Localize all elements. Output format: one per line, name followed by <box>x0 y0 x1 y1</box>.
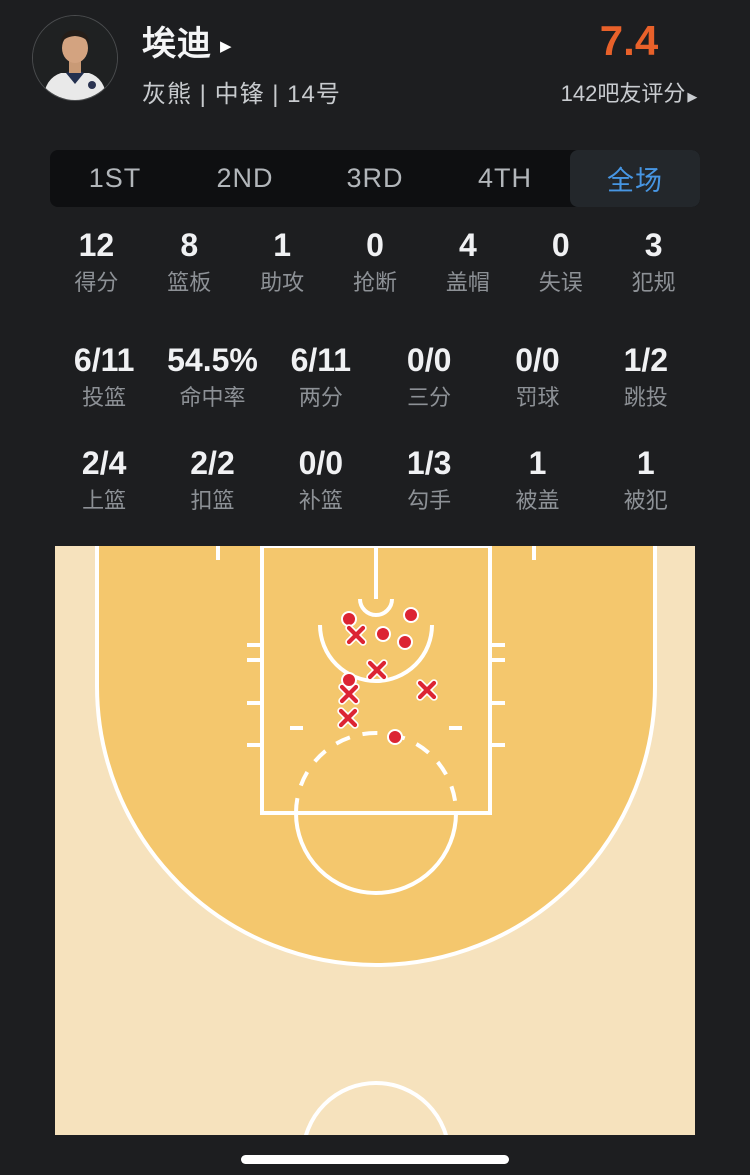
stat-label: 抢断 <box>353 270 398 295</box>
player-photo-icon <box>33 16 117 100</box>
stat-cell: 0 失误 <box>514 226 607 296</box>
stat-label: 投篮 <box>82 385 127 410</box>
shot-made-marker <box>387 729 403 745</box>
stat-label: 命中率 <box>179 385 246 410</box>
stat-cell: 1 被犯 <box>592 444 700 514</box>
stat-label: 上篮 <box>82 488 127 513</box>
stat-row-basic: 12 得分 8 篮板 1 助攻 0 抢断 4 盖帽 0 失误 3 犯规 <box>50 226 700 296</box>
stat-value: 0/0 <box>515 342 560 378</box>
stat-value: 8 <box>180 227 199 263</box>
stat-value: 1 <box>528 445 547 481</box>
stat-value: 1/2 <box>623 342 669 378</box>
stat-value: 0 <box>366 227 384 263</box>
stat-cell: 0/0 补篮 <box>267 444 375 514</box>
rating-sub: 142吧友评分 ▶ <box>544 76 714 108</box>
stat-value: 0/0 <box>298 445 344 481</box>
stat-label: 罚球 <box>515 385 560 410</box>
stat-cell: 1 被盖 <box>483 444 591 514</box>
period-tabs: 1ST 2ND 3RD 4TH 全场 <box>50 150 700 207</box>
stat-row-shot-types: 2/4 上篮 2/2 扣篮 0/0 补篮 1/3 勾手 1 被盖 1 被犯 <box>50 444 700 514</box>
stat-value: 2/4 <box>81 445 127 481</box>
stat-value: 0 <box>551 227 570 263</box>
rating-sub-text: 142吧友评分 <box>560 81 686 106</box>
stat-cell: 1 助攻 <box>236 226 329 296</box>
stat-label: 被盖 <box>515 488 560 513</box>
tab-1ST[interactable]: 1ST <box>88 163 142 193</box>
shot-missed-marker <box>338 683 360 705</box>
stat-value: 1 <box>273 227 292 263</box>
shot-missed-marker <box>337 707 359 729</box>
stat-cell: 12 得分 <box>50 226 143 296</box>
stat-cell: 54.5% 命中率 <box>158 341 266 411</box>
stat-label: 勾手 <box>407 488 452 513</box>
stat-label: 两分 <box>298 385 343 410</box>
shot-missed-marker <box>416 679 438 701</box>
stat-cell: 6/11 两分 <box>267 341 375 411</box>
stat-label: 扣篮 <box>190 488 235 513</box>
shot-made-marker <box>397 634 413 650</box>
tab-2ND[interactable]: 2ND <box>216 163 274 193</box>
rating-block[interactable]: 7.4 142吧友评分 ▶ <box>544 18 714 108</box>
stat-value: 0/0 <box>406 342 452 378</box>
stat-cell: 2/2 扣篮 <box>158 444 266 514</box>
tab-全场[interactable]: 全场 <box>570 150 700 207</box>
stat-cell: 1/3 勾手 <box>375 444 483 514</box>
stat-label: 失误 <box>538 270 583 295</box>
shot-made-marker <box>375 626 391 642</box>
rating-value: 7.4 <box>599 17 659 64</box>
stat-value: 1 <box>636 445 655 481</box>
stat-label: 得分 <box>74 270 119 295</box>
player-team-info: 灰熊 | 中锋 | 14号 <box>142 81 341 108</box>
player-name-row[interactable]: 埃迪 ▶ <box>142 24 232 64</box>
player-header: 埃迪 ▶ 灰熊 | 中锋 | 14号 7.4 142吧友评分 ▶ <box>0 0 750 145</box>
home-indicator[interactable] <box>241 1155 509 1164</box>
stat-label: 补篮 <box>298 488 343 513</box>
shot-missed-marker <box>366 659 388 681</box>
court-image <box>55 544 695 1175</box>
shot-made-marker <box>341 672 357 688</box>
stat-cell: 2/4 上篮 <box>50 444 158 514</box>
player-name: 埃迪 <box>142 25 212 63</box>
tab-4TH[interactable]: 4TH <box>477 163 532 193</box>
stat-label: 三分 <box>407 385 452 410</box>
stat-label: 被犯 <box>623 488 668 513</box>
shot-made-marker <box>403 607 419 623</box>
shot-chart-court <box>55 544 695 1175</box>
stat-label: 犯规 <box>631 270 676 295</box>
shot-missed-marker <box>345 624 367 646</box>
stat-row-shooting: 6/11 投篮 54.5% 命中率 6/11 两分 0/0 三分 0/0 罚球 1/2 跳投 <box>50 341 700 411</box>
rating-arrow-icon: ▶ <box>687 89 698 104</box>
stat-value: 54.5% <box>167 342 258 378</box>
stat-cell: 0/0 罚球 <box>483 341 591 411</box>
stat-value: 6/11 <box>73 342 135 378</box>
stat-value: 6/11 <box>290 342 352 378</box>
avatar[interactable] <box>32 15 118 101</box>
stat-cell: 4 盖帽 <box>421 226 514 296</box>
stat-cell: 0 抢断 <box>329 226 422 296</box>
tab-3RD[interactable]: 3RD <box>346 163 404 193</box>
stat-value: 12 <box>78 227 115 263</box>
stat-value: 1/3 <box>406 445 452 481</box>
name-arrow-icon: ▶ <box>220 38 232 55</box>
stat-value: 2/2 <box>190 445 235 481</box>
stat-label: 盖帽 <box>445 270 490 295</box>
stat-label: 助攻 <box>260 270 305 295</box>
stat-cell: 0/0 三分 <box>375 341 483 411</box>
stat-cell: 1/2 跳投 <box>592 341 700 411</box>
stat-cell: 6/11 投篮 <box>50 341 158 411</box>
stat-cell: 8 篮板 <box>143 226 236 296</box>
shot-made-marker <box>341 611 357 627</box>
stat-cell: 3 犯规 <box>607 226 700 296</box>
stat-label: 跳投 <box>623 385 668 410</box>
stat-value: 3 <box>644 227 663 263</box>
stat-value: 4 <box>458 227 477 263</box>
stat-label: 篮板 <box>167 270 212 295</box>
